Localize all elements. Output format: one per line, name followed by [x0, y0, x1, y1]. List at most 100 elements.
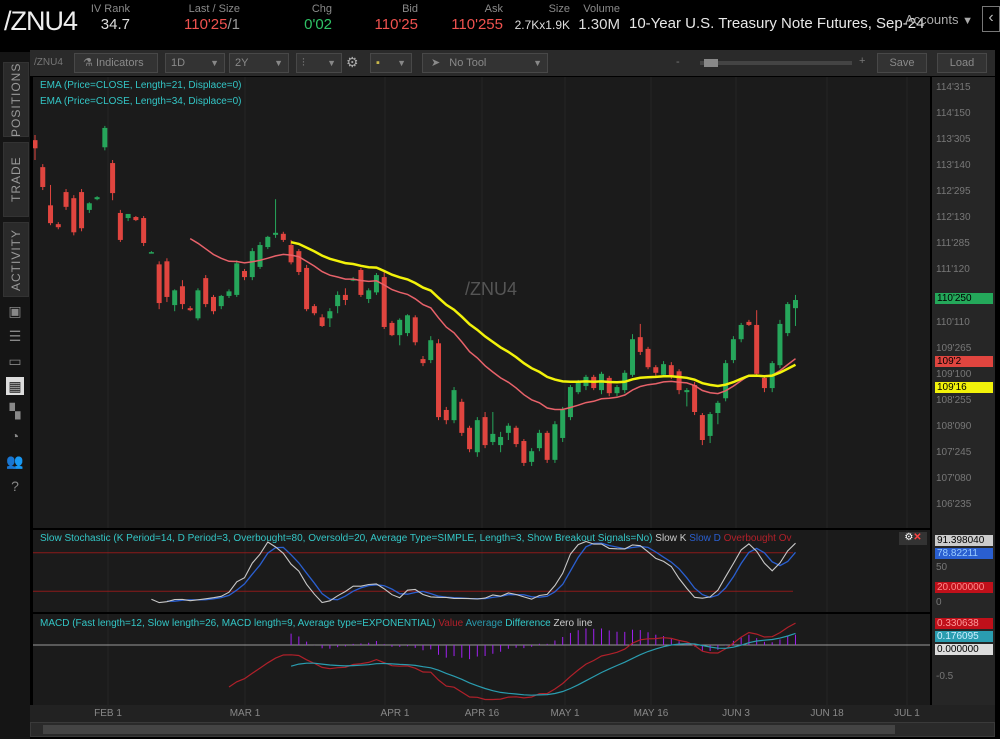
chart-toolbar: /ZNU4 ⚗ Indicators 1D 2Y ⫶ ⚙ ▪ ➤ No Tool… — [30, 50, 995, 76]
macd-title[interactable]: MACD (Fast length=12, Slow length=26, MA… — [40, 618, 436, 629]
candle-up — [529, 451, 535, 462]
candle-up — [684, 390, 690, 393]
ema34-legend[interactable]: EMA (Price=CLOSE, Length=34, Displace=0) — [40, 96, 242, 107]
quote-size: /1 — [227, 16, 240, 33]
candle-up — [707, 414, 713, 436]
save-button[interactable]: Save — [877, 53, 927, 73]
indicators-button[interactable]: ⚗ Indicators — [74, 53, 158, 73]
quote-value: 0'02 — [304, 16, 332, 33]
candle-down — [606, 377, 612, 394]
people-icon[interactable]: 👥 — [6, 453, 24, 469]
candle-up — [327, 311, 333, 319]
macd-value-legend: Value — [438, 618, 464, 629]
candle-up — [195, 290, 201, 319]
chart-grid-icon[interactable]: ▦ — [6, 377, 24, 395]
left-sidebar: POSITIONS TRADE ACTIVITY ▣ ☰ ▭ ▦ ▚ ◔ 👥 ? — [0, 52, 30, 739]
candle-up — [792, 300, 798, 309]
help-icon[interactable]: ? — [11, 478, 19, 494]
candle-down — [746, 321, 752, 325]
close-icon[interactable]: ✕ — [913, 532, 922, 543]
tab-positions[interactable]: POSITIONS — [3, 62, 29, 137]
cursor-icon: ➤ — [431, 57, 441, 69]
tiles-icon[interactable]: ▚ — [9, 403, 21, 419]
candle-down — [521, 441, 527, 463]
candle-down — [79, 192, 85, 229]
quote-field-value: 1.30M — [552, 16, 620, 33]
ema34-line — [290, 240, 797, 388]
candle-up — [560, 409, 566, 438]
gear-icon[interactable]: ⚙ — [346, 54, 359, 70]
gear-icon[interactable]: ⚙ — [904, 532, 914, 543]
load-button[interactable]: Load — [937, 53, 987, 73]
candle-down — [32, 140, 38, 149]
candle-down — [381, 277, 387, 327]
candle-up — [428, 340, 434, 361]
price-tick: 109'265 — [936, 343, 972, 354]
chart-style-dropdown[interactable]: ⫶ — [296, 53, 342, 73]
candle-up — [172, 290, 178, 306]
candle-down — [48, 205, 54, 224]
stochastic-panel[interactable]: Slow Stochastic (K Period=14, D Period=3… — [33, 530, 930, 612]
ema21-legend[interactable]: EMA (Price=CLOSE, Length=21, Displace=0) — [40, 80, 242, 91]
scrollbar-thumb[interactable] — [43, 725, 895, 734]
candle-down — [699, 415, 705, 441]
candle-up — [125, 213, 131, 219]
quote-field-label: Last / Size — [188, 3, 240, 15]
quote-value: 110'25 — [374, 16, 418, 33]
quote-value: 1.30M — [578, 16, 620, 33]
candle-up — [536, 432, 542, 449]
candle-down — [304, 267, 310, 310]
candle-down — [156, 264, 162, 304]
zoom-in-button[interactable]: + — [859, 55, 866, 67]
aggregation-dropdown[interactable]: 1D — [165, 53, 225, 73]
candle-up — [738, 324, 744, 340]
symbol-watermark: /ZNU4 — [465, 279, 518, 299]
stoch-tick-0: 0 — [936, 597, 942, 608]
candle-down — [203, 278, 209, 305]
oversold-legend: Ov — [778, 533, 792, 544]
candle-down — [187, 308, 193, 311]
stoch-title[interactable]: Slow Stochastic (K Period=14, D Period=3… — [40, 533, 653, 544]
date-label: JUL 1 — [894, 708, 920, 719]
price-tick: 112'295 — [936, 186, 971, 197]
candle-up — [498, 436, 504, 446]
collapse-button[interactable]: ‹ — [982, 6, 1000, 32]
drawing-color-dropdown[interactable]: ▪ — [370, 53, 412, 73]
candle-down — [761, 377, 767, 389]
quote-value: 110'255 — [451, 16, 503, 33]
tool-dropdown[interactable]: ➤ No Tool — [422, 53, 548, 73]
clock-icon[interactable]: ◔ — [10, 428, 20, 444]
quote-field-value: 110'25/1 — [155, 16, 240, 33]
accounts-dropdown[interactable]: Accounts ▼ — [905, 12, 973, 27]
candle-down — [467, 427, 473, 450]
timeframe-dropdown[interactable]: 2Y — [229, 53, 289, 73]
slowd-legend: Slow D — [689, 533, 721, 544]
zoom-slider-handle[interactable] — [704, 59, 718, 67]
zoom-slider[interactable] — [700, 59, 852, 67]
macd-value-tag: 0.330638 — [935, 618, 993, 629]
candle-down — [653, 367, 659, 373]
candle-down — [55, 224, 61, 228]
date-label: MAY 16 — [633, 708, 669, 719]
chart-gallery-icon[interactable]: ▣ — [8, 303, 22, 319]
macd-panel[interactable]: MACD (Fast length=12, Slow length=26, MA… — [33, 614, 930, 705]
tv-icon[interactable]: ▭ — [8, 353, 22, 369]
price-tick: 114'315 — [936, 82, 971, 93]
macd-avg-tag: 0.176095 — [935, 631, 993, 642]
zoom-out-button[interactable]: - — [676, 56, 680, 68]
price-axis[interactable]: 114'315 114'150 113'305 113'140 112'295 112'1… — [932, 77, 995, 705]
price-chart[interactable]: EMA (Price=CLOSE, Length=21, Displace=0)… — [32, 77, 930, 528]
price-tick: 108'255 — [936, 395, 972, 406]
macd-average-legend: Average — [465, 618, 503, 629]
candle-up — [715, 402, 721, 414]
candle-up — [273, 232, 279, 235]
horizontal-scrollbar[interactable] — [30, 722, 995, 737]
candle-down — [179, 286, 185, 305]
tab-activity[interactable]: ACTIVITY — [3, 222, 29, 297]
symbol-title[interactable]: /ZNU4 — [4, 6, 78, 36]
chevron-down-icon: ▼ — [962, 15, 973, 27]
macd-svg — [33, 614, 930, 705]
tab-trade[interactable]: TRADE — [3, 142, 29, 217]
list-icon[interactable]: ☰ — [8, 328, 22, 344]
study-controls: ⚙✕ — [899, 532, 927, 545]
